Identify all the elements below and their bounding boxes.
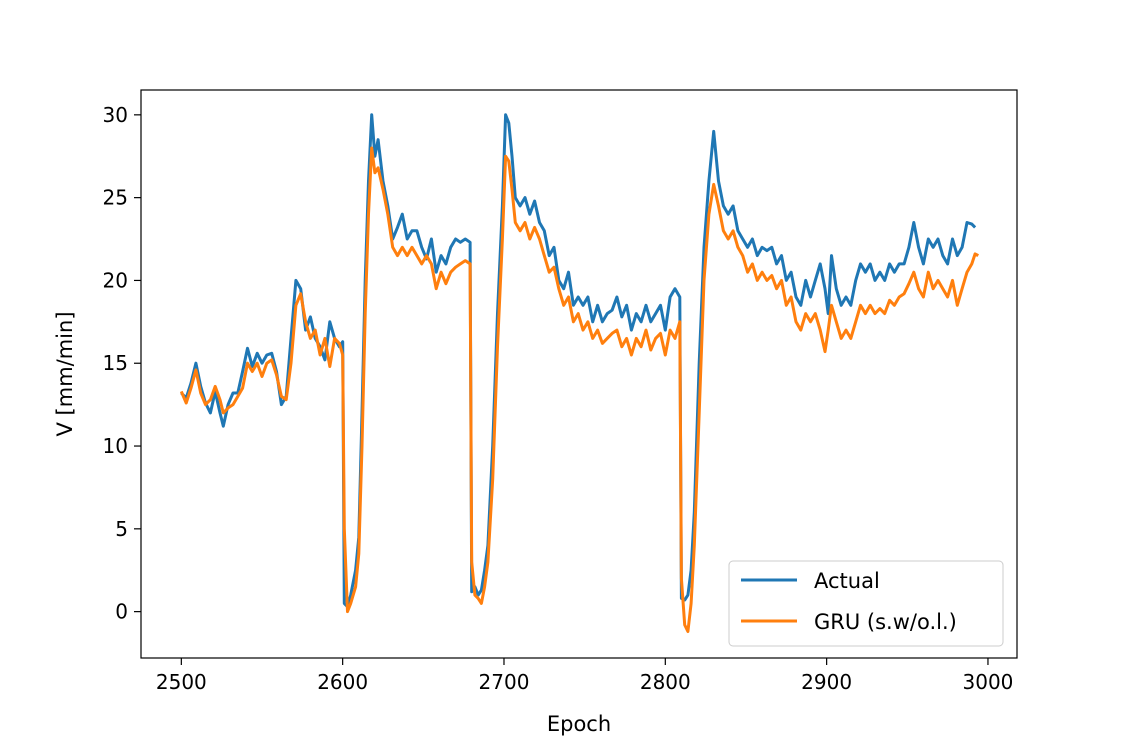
y-tick-label-6: 30 [103,103,128,127]
y-tick-label-0: 0 [115,600,128,624]
plot-frame [140,89,1018,659]
ticks-layer: 2500 2600 2700 2800 2900 3000 0 5 10 15 20 25 30 [103,103,1014,694]
x-tick-label-0: 2500 [156,670,207,694]
y-tick-label-2: 10 [103,434,128,458]
legend-box [728,560,1004,647]
y-tick-label-4: 20 [103,268,128,292]
x-axis-title: Epoch [547,712,611,736]
y-tick-label-3: 15 [103,351,128,375]
y-axis-title: V [mm/min] [53,311,77,436]
legend-label-actual: Actual [814,569,880,593]
series-line-1 [179,146,980,633]
x-tick-label-2: 2700 [479,670,530,694]
y-tick-label-1: 5 [115,517,128,541]
y-tick-label-5: 25 [103,186,128,210]
series-layer [179,113,980,633]
legend-label-gru: GRU (s.w/o.l.) [814,610,957,634]
legend: Actual GRU (s.w/o.l.) [728,560,1004,647]
x-tick-label-3: 2800 [640,670,691,694]
x-tick-label-5: 3000 [963,670,1014,694]
x-tick-label-4: 2900 [801,670,852,694]
x-tick-label-1: 2600 [317,670,368,694]
